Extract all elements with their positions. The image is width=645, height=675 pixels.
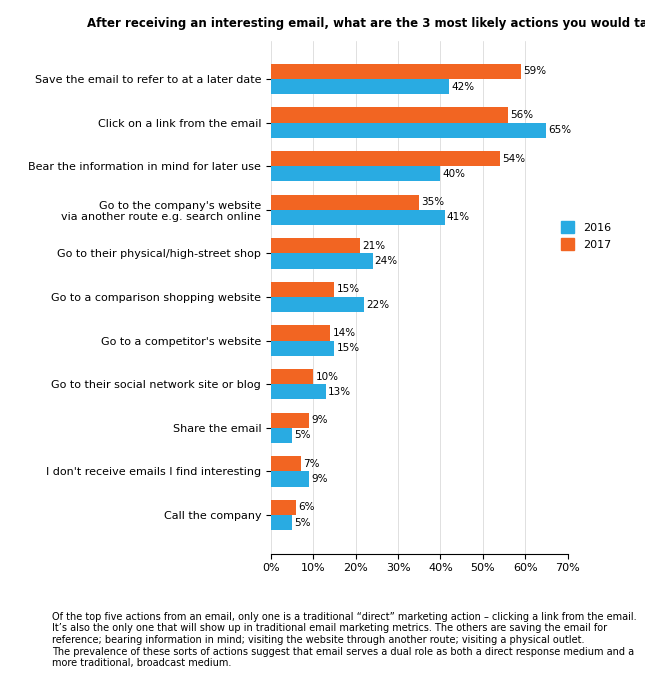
Bar (271, 412, 309, 428)
Bar (271, 238, 360, 253)
Bar (271, 515, 292, 530)
Text: 5%: 5% (294, 518, 311, 528)
Legend: 2016, 2017: 2016, 2017 (556, 217, 615, 254)
Text: 24%: 24% (375, 256, 398, 266)
Text: 59%: 59% (523, 66, 546, 76)
Bar (271, 341, 335, 356)
Bar (271, 253, 373, 269)
Bar (271, 281, 335, 297)
Bar (271, 210, 444, 225)
Bar (271, 194, 419, 210)
Text: 13%: 13% (328, 387, 352, 397)
Bar (271, 325, 330, 341)
Bar (271, 500, 296, 515)
Text: 41%: 41% (447, 213, 470, 223)
Text: Of the top five actions from an email, only one is a traditional “direct” market: Of the top five actions from an email, o… (52, 612, 636, 668)
Text: 9%: 9% (311, 415, 328, 425)
Bar (271, 369, 313, 384)
Bar (271, 456, 301, 471)
Bar (271, 166, 441, 182)
Bar (271, 107, 508, 123)
Text: After receiving an interesting email, what are the 3 most likely actions you wou: After receiving an interesting email, wh… (87, 17, 645, 30)
Text: 6%: 6% (299, 502, 315, 512)
Bar (271, 384, 326, 400)
Text: 56%: 56% (510, 110, 533, 120)
Bar (271, 428, 292, 443)
Bar (271, 471, 309, 487)
Text: 10%: 10% (315, 371, 339, 381)
Text: 7%: 7% (303, 459, 319, 468)
Text: 40%: 40% (442, 169, 466, 179)
Bar (271, 297, 364, 313)
Text: 14%: 14% (332, 328, 355, 338)
Text: 42%: 42% (451, 82, 474, 92)
Text: 5%: 5% (294, 431, 311, 440)
Text: 22%: 22% (366, 300, 390, 310)
Text: 35%: 35% (421, 197, 444, 207)
Bar (271, 79, 449, 95)
Text: 15%: 15% (337, 284, 360, 294)
Bar (271, 151, 500, 166)
Text: 9%: 9% (311, 474, 328, 484)
Bar (271, 64, 521, 79)
Text: 21%: 21% (362, 241, 385, 251)
Text: 54%: 54% (502, 154, 525, 163)
Text: 15%: 15% (337, 343, 360, 353)
Text: 65%: 65% (548, 126, 571, 135)
Bar (271, 123, 546, 138)
